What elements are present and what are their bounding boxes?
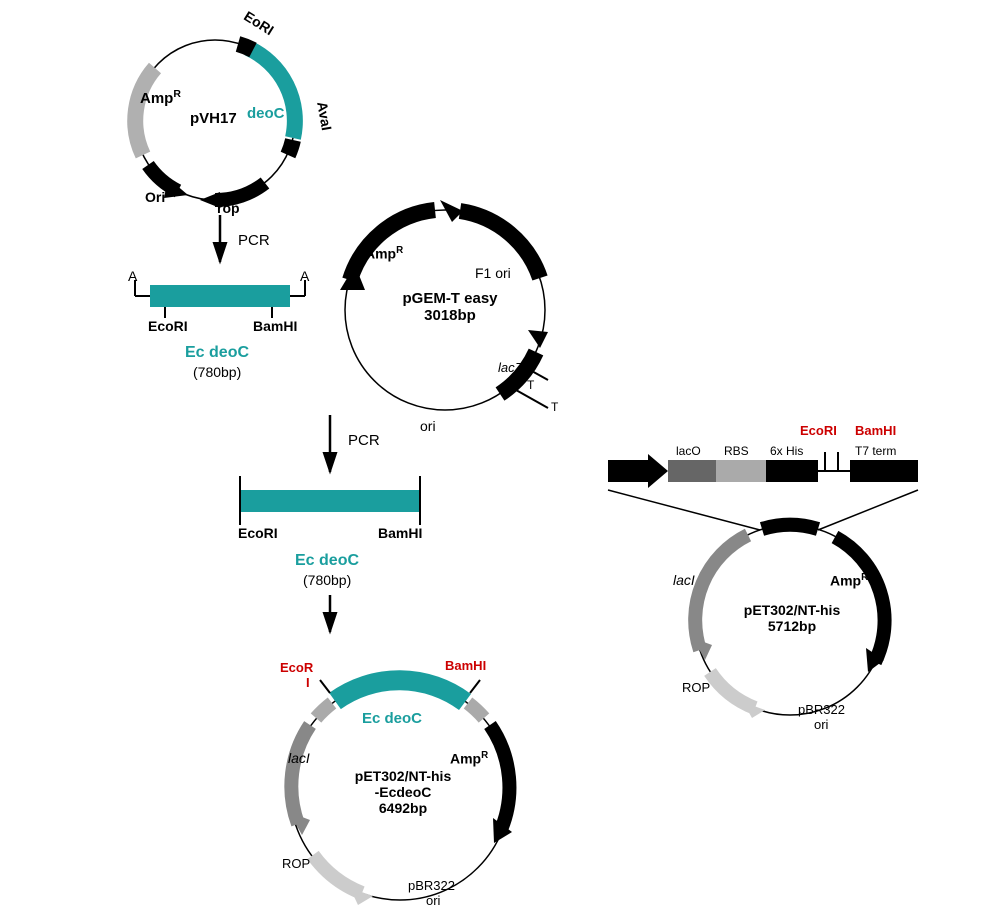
cassette-his: 6x His — [770, 444, 803, 458]
plasmid4-bamhi: BamHI — [445, 658, 486, 673]
plasmid1-deoc: deoC — [247, 105, 285, 122]
pcr1-label: PCR — [238, 232, 270, 249]
diagram-svg — [0, 0, 997, 917]
frag2-ecori: EcoRI — [238, 525, 278, 541]
plasmid2-t2: T — [551, 400, 558, 414]
frag1-ecori: EcoRI — [148, 318, 188, 334]
plasmid2-lacz: lacZ — [498, 360, 523, 375]
plasmid2-ori: ori — [420, 418, 436, 434]
frag2-bp: (780bp) — [303, 572, 351, 588]
plasmid2-t1: T — [527, 378, 534, 392]
frag1-bamhi: BamHI — [253, 318, 297, 334]
plasmid3-ori: pBR322ori — [798, 702, 845, 732]
plasmid3-ampr: AmpR — [830, 572, 868, 589]
frag2-name: Ec deoC — [295, 552, 359, 570]
plasmid4-name: pET302/NT-his-EcdeoC6492bp — [343, 768, 463, 816]
cassette-t7term: T7 term — [855, 444, 896, 458]
frag1-bp: (780bp) — [193, 364, 241, 380]
plasmid4-ampr: AmpR — [450, 750, 488, 767]
plasmid3-laci: lacI — [673, 572, 695, 588]
plasmid4-ecdeoc: Ec deoC — [362, 710, 422, 727]
plasmid1-name: pVH17 — [190, 110, 237, 127]
plasmid4-ecori: EcoRI — [280, 660, 313, 690]
plasmid1-ori: Ori — [145, 189, 165, 205]
plasmid3-name: pET302/NT-his5712bp — [737, 602, 847, 634]
cassette-ecori: EcoRI — [800, 423, 837, 438]
plasmid2-ampr: AmpR — [365, 245, 403, 262]
cassette-t7: T7 — [618, 444, 633, 459]
plasmid2-name: pGEM-T easy3018bp — [395, 290, 505, 324]
pcr2-label: PCR — [348, 432, 380, 449]
frag1-a-left: A — [128, 268, 137, 284]
cassette-rbs: RBS — [724, 444, 749, 458]
frag1-a-right: A — [300, 268, 309, 284]
plasmid4-rop: ROP — [282, 856, 310, 871]
cassette-laco: lacO — [676, 444, 701, 458]
plasmid1-rop: rop — [217, 200, 240, 216]
plasmid3-rop: ROP — [682, 680, 710, 695]
plasmid4-ori: pBR322ori — [408, 878, 455, 908]
frag1-name: Ec deoC — [185, 344, 249, 362]
cassette-bamhi: BamHI — [855, 423, 896, 438]
plasmid4-laci: lacI — [288, 750, 310, 766]
frag2-bamhi: BamHI — [378, 525, 422, 541]
plasmid2-f1ori: F1 ori — [475, 265, 511, 281]
plasmid1-ampr: AmpR — [140, 88, 181, 107]
